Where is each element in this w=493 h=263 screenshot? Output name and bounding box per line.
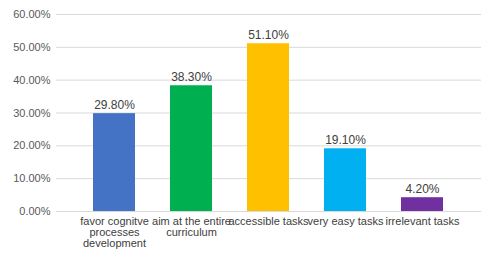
svg-text:very easy tasks: very easy tasks <box>308 215 384 227</box>
svg-text:10.00%: 10.00% <box>13 172 51 184</box>
svg-text:4.20%: 4.20% <box>405 182 439 196</box>
svg-text:accessible tasks: accessible tasks <box>228 215 309 227</box>
svg-text:30.00%: 30.00% <box>13 107 51 119</box>
svg-text:60.00%: 60.00% <box>13 8 51 20</box>
svg-text:38.30%: 38.30% <box>171 70 212 84</box>
svg-text:40.00%: 40.00% <box>13 74 51 86</box>
svg-text:irrelevant tasks: irrelevant tasks <box>386 215 460 227</box>
svg-text:favor cognitveprocessesdevelop: favor cognitveprocessesdevelopment <box>80 215 148 249</box>
svg-text:19.10%: 19.10% <box>325 133 366 147</box>
svg-text:0.00%: 0.00% <box>19 205 50 217</box>
svg-text:aim at the entirecurriculum: aim at the entirecurriculum <box>152 215 231 238</box>
svg-text:29.80%: 29.80% <box>94 97 135 111</box>
svg-text:51.10%: 51.10% <box>248 28 289 42</box>
svg-text:20.00%: 20.00% <box>13 139 51 151</box>
svg-text:50.00%: 50.00% <box>13 41 51 53</box>
